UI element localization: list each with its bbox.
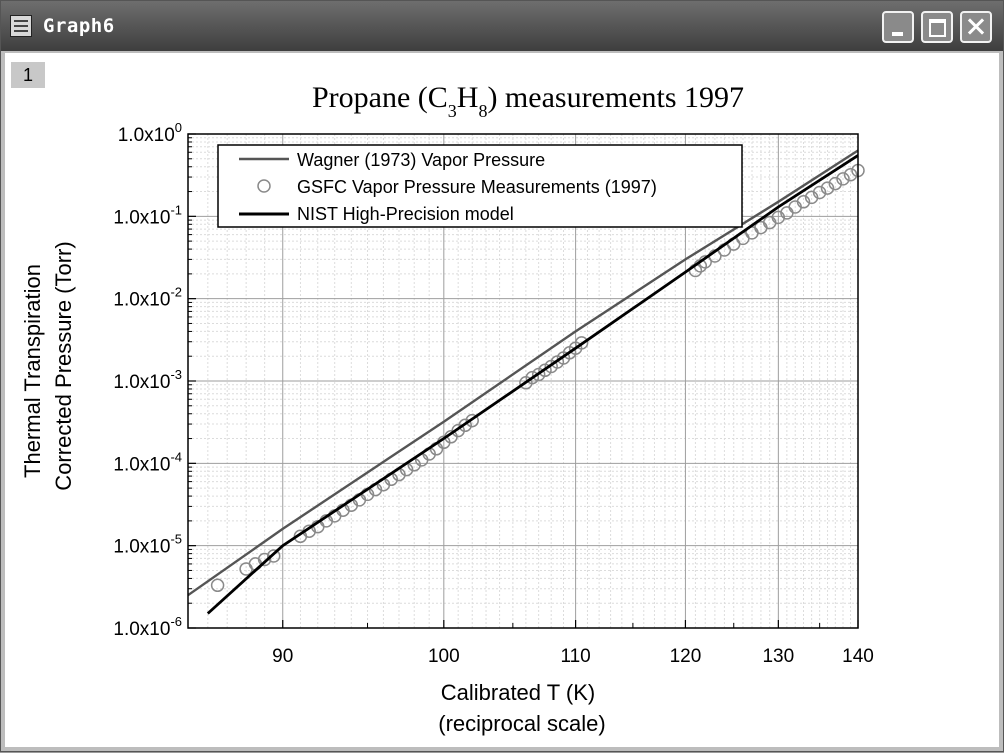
maximize-button[interactable]: [921, 11, 953, 43]
y-axis-label: Thermal Transpiration: [20, 264, 45, 478]
x-tick-label: 140: [842, 646, 874, 667]
minimize-button[interactable]: [882, 11, 914, 43]
legend-box: [217, 144, 743, 228]
data-point: [828, 176, 843, 191]
legend-label-gsfc: GSFC Vapor Pressure Measurements (1997): [297, 177, 657, 197]
data-point: [210, 578, 225, 593]
data-point: [820, 181, 835, 195]
x-axis-label-sub: (reciprocal scale): [438, 711, 606, 736]
graph-window-icon[interactable]: [10, 15, 32, 37]
axis-ticks: [187, 133, 859, 629]
y-tick-label: 1.0x10-5: [113, 532, 182, 558]
data-point: [458, 418, 472, 433]
x-axis-label: Calibrated T (K): [441, 680, 595, 705]
x-tick-label: 100: [428, 646, 460, 667]
y-tick-label: 1.0x10-3: [113, 367, 182, 393]
series-layer: [187, 149, 865, 615]
y-tick-label: 1.0x10-1: [113, 202, 182, 228]
data-point: [796, 195, 811, 209]
data-point: [812, 185, 827, 200]
data-point: [257, 552, 272, 567]
y-axis-label-sub: Corrected Pressure (Torr): [51, 241, 76, 490]
x-tick-label: 110: [560, 646, 590, 667]
legend-swatch-gsfc: [257, 179, 271, 193]
data-point: [771, 210, 786, 225]
legend[interactable]: Wagner (1973) Vapor Pressure GSFC Vapor …: [217, 144, 743, 228]
x-tick-labels: 90 100 110 120 130 140: [272, 646, 874, 667]
window-title: Graph6: [43, 15, 115, 37]
x-tick-label: 90: [272, 646, 293, 667]
data-point: [836, 172, 850, 186]
title-bar[interactable]: Graph6: [1, 1, 1003, 51]
x-tick-label: 120: [670, 646, 702, 667]
data-point: [843, 167, 858, 182]
y-tick-label: 1.0x10-2: [113, 285, 182, 311]
legend-label-nist: NIST High-Precision model: [297, 204, 514, 224]
chart-title: Propane (C3H8) measurements 1997: [312, 81, 744, 121]
data-point: [465, 413, 479, 428]
y-tick-label: 1.0x100: [118, 120, 182, 146]
y-tick-label: 1.0x10-4: [113, 449, 182, 475]
layer-badge[interactable]: 1: [11, 62, 45, 88]
data-point: [266, 549, 281, 563]
series-line-2: [206, 154, 859, 615]
close-button[interactable]: [960, 11, 992, 43]
legend-label-wagner: Wagner (1973) Vapor Pressure: [297, 150, 545, 170]
y-tick-label: 1.0x10-6: [113, 614, 182, 640]
data-point: [574, 336, 589, 350]
data-point: [525, 370, 540, 385]
x-tick-label: 130: [762, 646, 794, 667]
series-line-0: [187, 149, 859, 597]
y-tick-labels: 1.0x100 1.0x10-1 1.0x10-2 1.0x10-3 1.0x10-4 1…: [113, 120, 182, 640]
